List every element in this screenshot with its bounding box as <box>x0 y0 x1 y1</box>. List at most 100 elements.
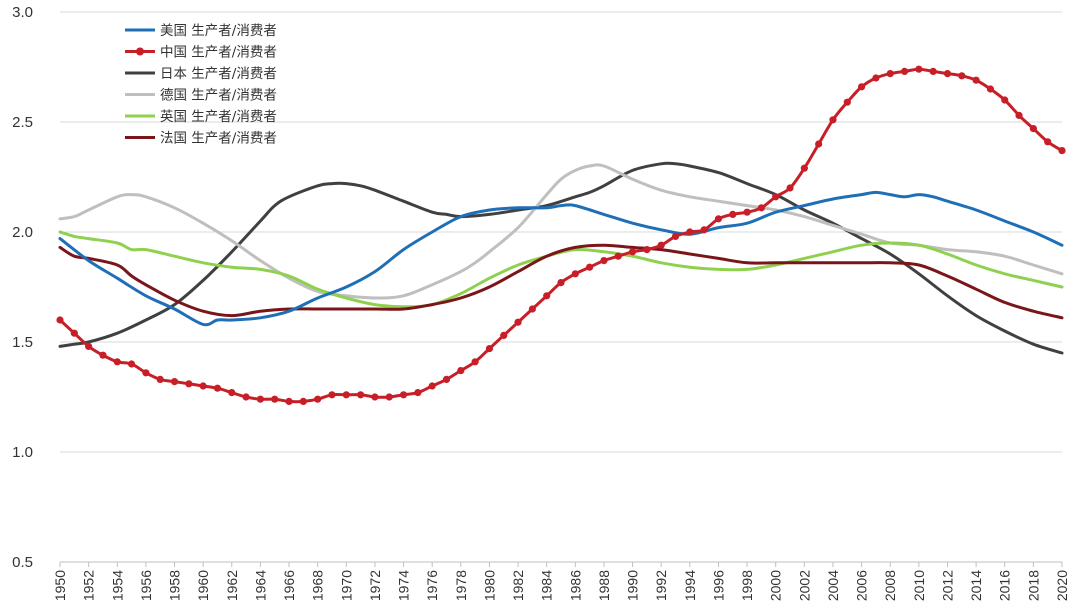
x-tick-label: 1966 <box>281 570 297 601</box>
data-point <box>142 369 150 377</box>
x-tick-label: 1978 <box>453 570 469 601</box>
data-point <box>815 140 823 148</box>
data-point <box>199 382 207 390</box>
data-point <box>843 98 851 106</box>
data-point <box>314 395 322 403</box>
series-group <box>56 65 1066 405</box>
data-point <box>127 360 136 368</box>
data-point <box>414 389 422 397</box>
data-point <box>800 164 808 172</box>
data-point <box>457 367 465 375</box>
data-point <box>99 351 107 359</box>
series-0 <box>58 190 1064 327</box>
x-tick-label: 1980 <box>481 570 497 601</box>
data-point <box>485 345 494 353</box>
data-point <box>972 76 980 84</box>
data-point <box>829 116 837 124</box>
series-4 <box>58 230 1064 309</box>
data-point <box>943 70 952 78</box>
x-tick-label: 2012 <box>939 570 955 601</box>
data-point <box>786 184 794 192</box>
data-point <box>256 395 264 403</box>
data-point <box>1001 96 1009 104</box>
legend-label: 法国 生产者/消费者 <box>160 131 277 147</box>
x-tick-label: 2008 <box>882 570 898 601</box>
data-point <box>643 246 651 254</box>
data-point <box>357 391 365 399</box>
data-point <box>471 358 479 366</box>
y-tick-label: 1.5 <box>12 334 33 351</box>
data-point <box>900 67 909 75</box>
x-tick-label: 1998 <box>739 570 755 601</box>
data-point <box>986 85 995 93</box>
x-tick-label: 1962 <box>224 570 240 601</box>
y-tick-label: 2.5 <box>12 114 33 131</box>
data-point <box>342 391 350 399</box>
x-tick-label: 1976 <box>424 570 440 601</box>
y-tick-label: 2.0 <box>12 224 33 241</box>
data-point <box>385 393 393 401</box>
data-point <box>700 226 708 234</box>
data-point <box>743 208 751 216</box>
x-tick-label: 2020 <box>1054 570 1070 601</box>
x-tick-label: 1968 <box>310 570 326 601</box>
data-point <box>271 395 279 403</box>
series-1 <box>56 65 1066 405</box>
series-line <box>58 243 1064 320</box>
data-point <box>628 248 637 256</box>
data-point <box>772 193 780 201</box>
legend-item: 德国 生产者/消费者 <box>125 88 277 104</box>
data-point <box>213 384 222 392</box>
legend-label: 英国 生产者/消费者 <box>160 108 277 125</box>
x-tick-label: 2002 <box>796 570 812 601</box>
y-tick-label: 0.5 <box>12 554 33 571</box>
x-tick-label: 1960 <box>195 570 211 601</box>
data-point <box>543 292 551 300</box>
data-point <box>886 70 894 78</box>
series-5 <box>58 243 1064 320</box>
x-tick-label: 2004 <box>825 570 841 601</box>
data-point <box>242 393 250 401</box>
data-point <box>571 270 579 278</box>
data-point <box>657 241 665 249</box>
x-tick-label: 1984 <box>539 570 555 601</box>
x-tick-label: 1988 <box>596 570 612 601</box>
series-line <box>58 190 1064 327</box>
legend-item: 日本 生产者/消费者 <box>125 66 277 82</box>
data-point <box>686 228 694 236</box>
x-tick-label: 1950 <box>52 570 68 601</box>
x-tick-label: 1992 <box>653 570 669 601</box>
data-point <box>299 397 307 405</box>
data-point <box>371 393 379 401</box>
x-tick-label: 2014 <box>968 570 984 601</box>
data-point <box>1058 147 1066 155</box>
x-tick-label: 1970 <box>338 570 354 601</box>
data-point <box>185 380 193 388</box>
x-tick-label: 2000 <box>768 570 784 601</box>
data-point <box>428 382 436 390</box>
x-tick-label: 1952 <box>81 570 97 601</box>
data-point <box>442 375 451 383</box>
legend-item: 法国 生产者/消费者 <box>125 131 277 147</box>
data-point <box>586 263 594 271</box>
x-tick-label: 1956 <box>138 570 154 601</box>
data-point <box>915 65 923 73</box>
data-point <box>872 74 880 82</box>
data-point <box>228 389 236 397</box>
x-axis-ticks: 1950 1952 1954 1956 1958 1960 1962 1964 1966 1968… <box>52 562 1070 601</box>
data-point <box>170 378 179 386</box>
y-tick-label: 1.0 <box>12 444 33 461</box>
data-point <box>600 257 608 265</box>
legend-item: 英国 生产者/消费者 <box>125 108 277 125</box>
x-tick-label: 1994 <box>682 570 698 601</box>
data-point <box>528 305 536 313</box>
data-point <box>929 67 937 75</box>
data-point <box>328 391 336 399</box>
data-point <box>858 83 866 91</box>
x-tick-label: 1990 <box>625 570 641 601</box>
data-point <box>1044 138 1052 146</box>
x-tick-label: 1986 <box>567 570 583 601</box>
x-tick-label: 2010 <box>911 570 927 601</box>
